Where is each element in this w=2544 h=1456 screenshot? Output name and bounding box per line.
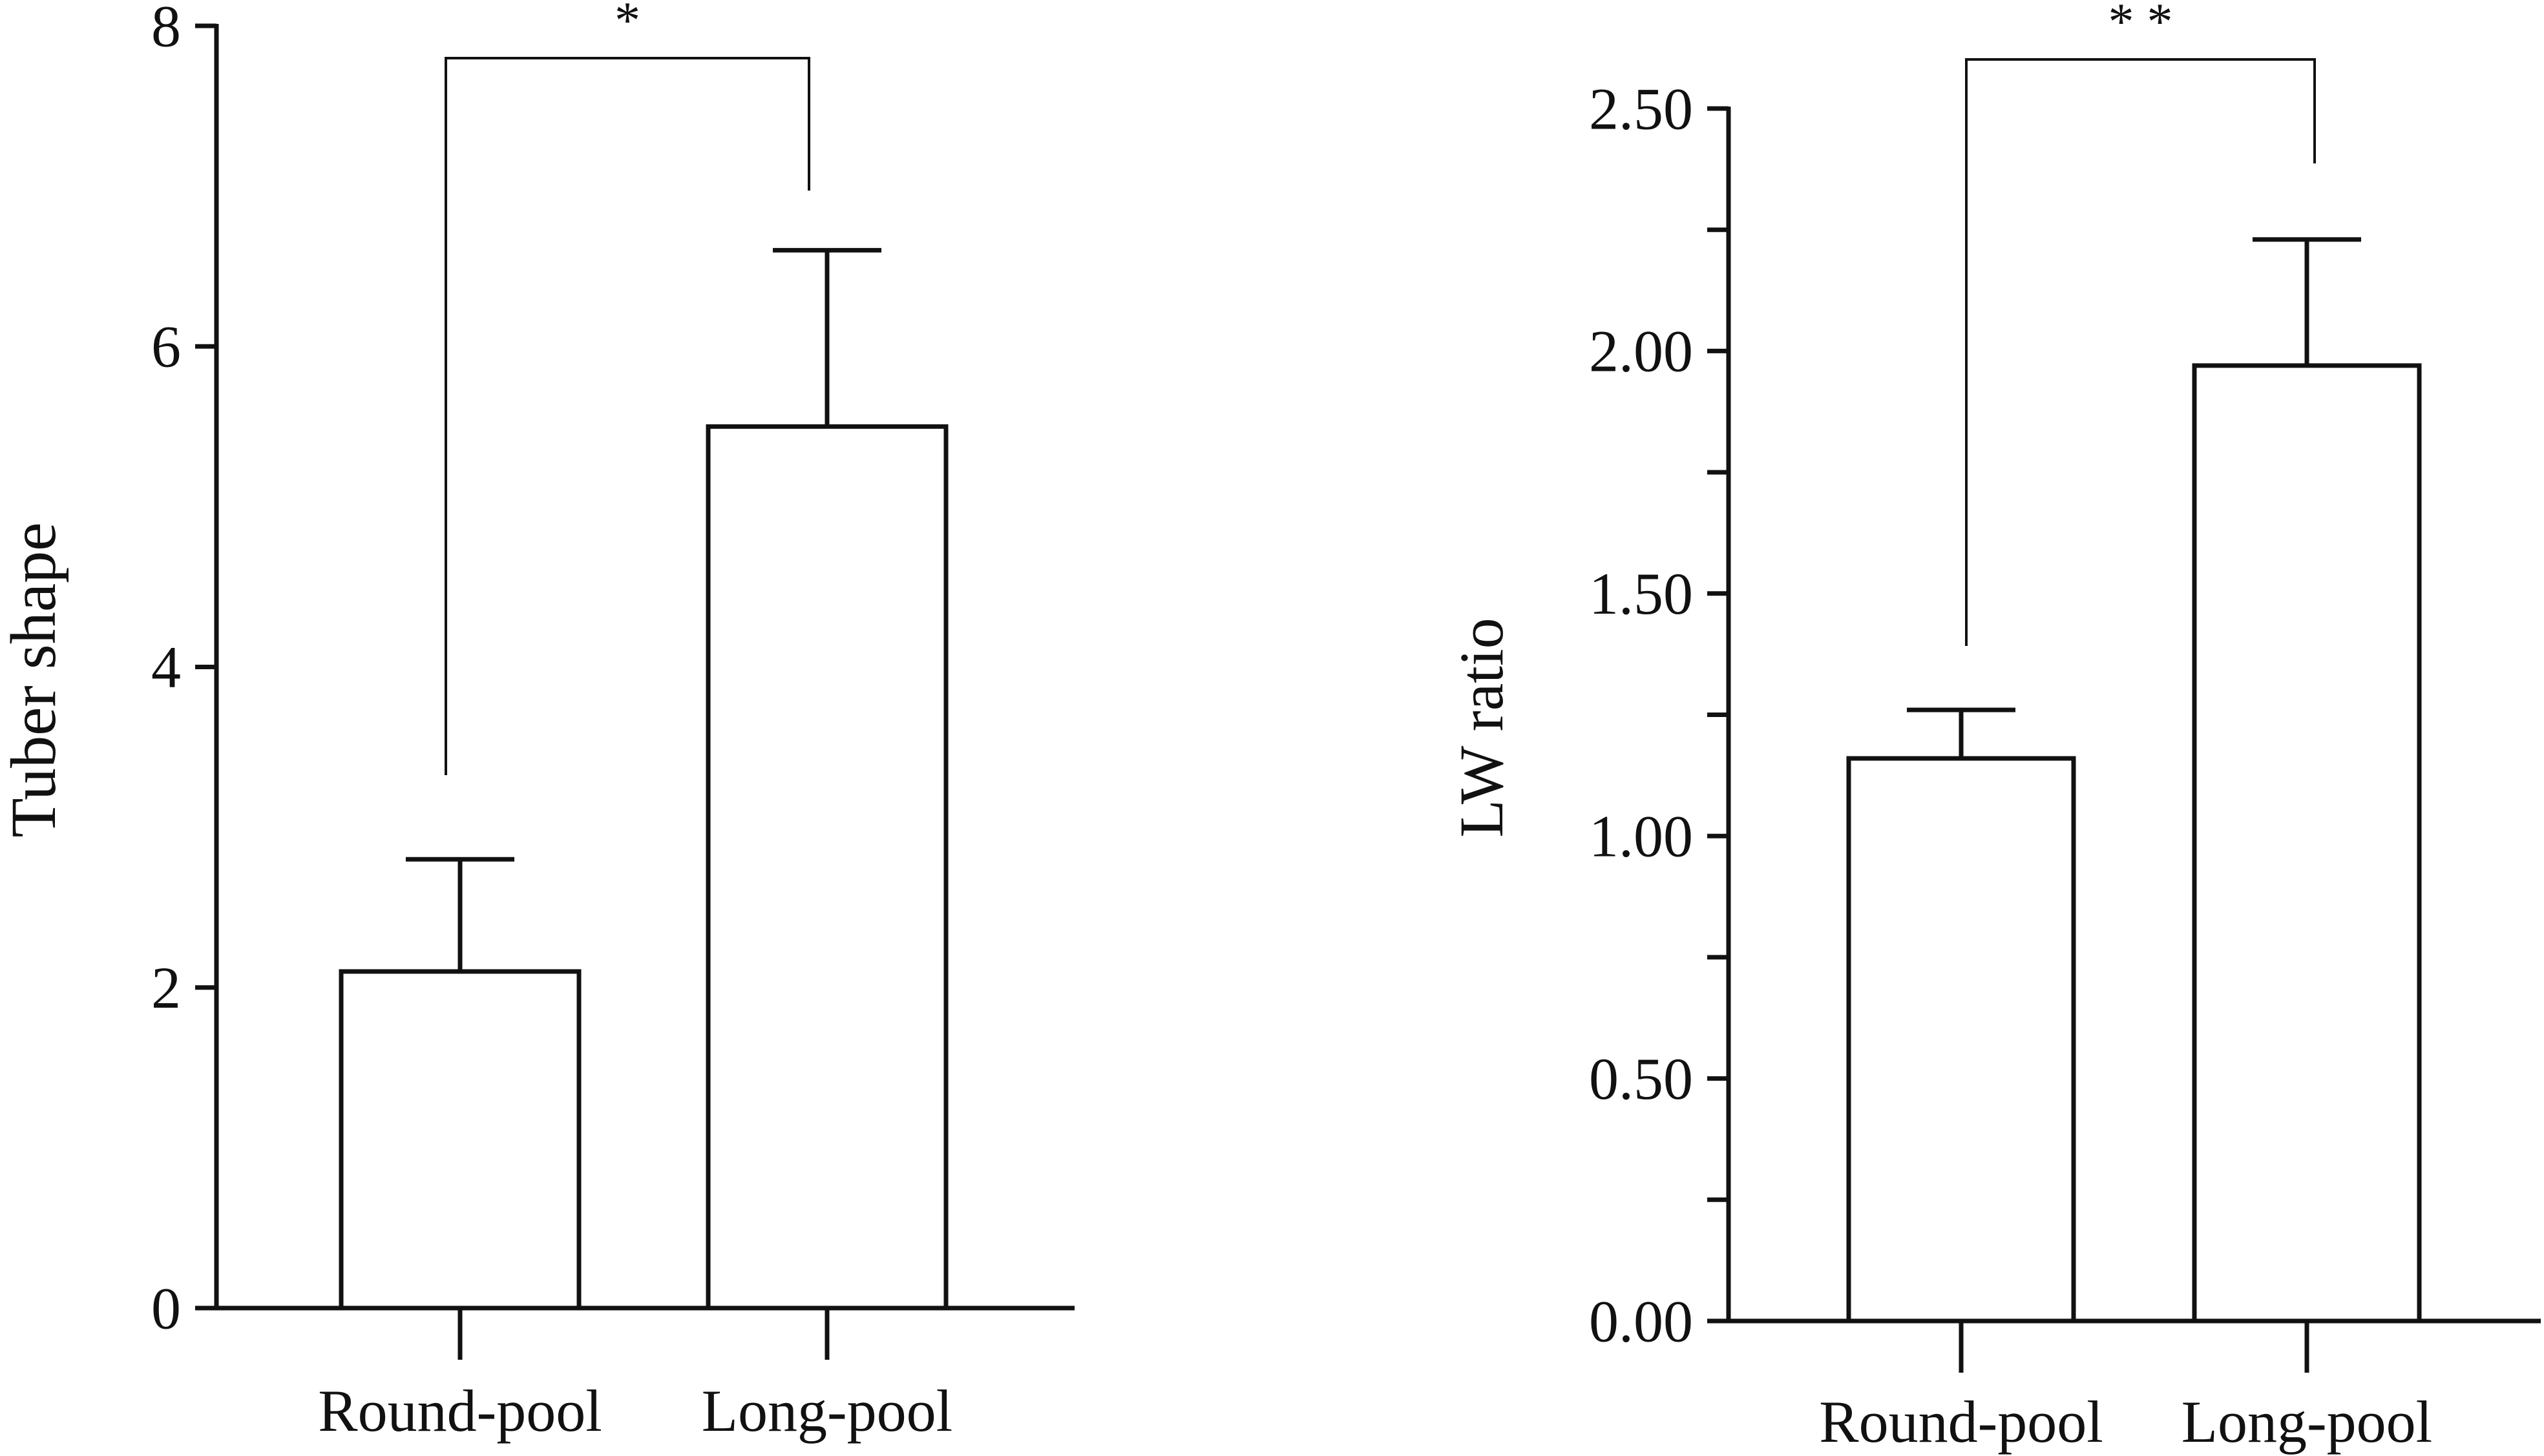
y-tick-label: 1.00 [1589, 803, 1693, 869]
x-tick-label: Long-pool [2181, 1389, 2432, 1455]
x-tick-label: Long-pool [702, 1378, 952, 1444]
right-chart-panel: Round-pool Long-pool 0.00 0.50 1.00 1.50 2.00 2… [1447, 0, 2541, 1455]
y-tick-label: 2.50 [1589, 76, 1693, 141]
y-tick-label: 4 [151, 634, 181, 700]
significance-bracket [445, 57, 810, 775]
x-tick-label: Round-pool [318, 1378, 602, 1444]
y-tick-label: 1.50 [1589, 561, 1693, 627]
y-tick-label: 2.00 [1589, 318, 1693, 384]
significance-bracket [1965, 58, 2316, 646]
y-axis-label: LW ratio [1447, 618, 1516, 837]
significance-label: * * [2108, 0, 2173, 50]
left-chart-panel: Round-pool Long-pool 0 2 4 6 8 Tuber shape * [0, 0, 1075, 1444]
bar-long-pool [2192, 363, 2422, 1324]
y-tick-label: 2 [151, 955, 181, 1021]
y-tick-label: 8 [151, 0, 181, 59]
bar-round-pool [339, 969, 582, 1311]
y-tick-label: 0 [151, 1275, 181, 1341]
y-tick-label: 0.50 [1589, 1046, 1693, 1112]
y-axis-label: Tuber shape [0, 523, 69, 838]
bar-round-pool [1846, 756, 2076, 1324]
y-tick-label: 0.00 [1589, 1288, 1693, 1354]
bar-long-pool [706, 424, 949, 1311]
x-tick-label: Round-pool [1819, 1389, 2103, 1455]
significance-label: * [615, 0, 640, 49]
y-tick-label: 6 [151, 314, 181, 380]
